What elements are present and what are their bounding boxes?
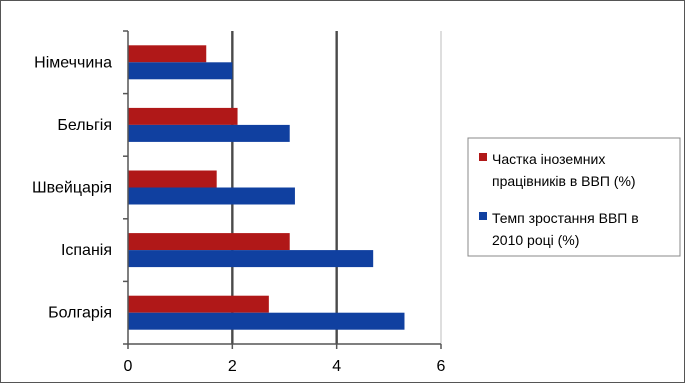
category-label-2: Швейцарія	[32, 180, 112, 197]
category-label-4: Болгарія	[48, 305, 112, 322]
bar-share-4	[128, 295, 269, 313]
bar-growth-3	[128, 250, 374, 268]
x-tick-label-0: 0	[124, 358, 133, 375]
category-label-1: Бельгія	[57, 117, 112, 134]
x-tick-label-4: 4	[332, 358, 341, 375]
bar-share-3	[128, 233, 290, 251]
legend-label-share-line1: Частка іноземних	[492, 151, 605, 167]
category-label-3: Іспанія	[61, 242, 112, 259]
category-labels: Німеччина Бельгія Швейцарія Іспанія Болгарія	[32, 54, 112, 321]
legend-swatch-share	[479, 153, 487, 161]
axes	[123, 30, 442, 349]
legend-label-growth-line2: 2010 році (%)	[492, 232, 579, 248]
bar-share-2	[128, 170, 217, 188]
bar-growth-2	[128, 187, 295, 205]
legend-label-share-line2: працівників в ВВП (%)	[492, 173, 636, 189]
bar-share-0	[128, 45, 207, 63]
legend-box	[467, 137, 681, 257]
bar-growth-4	[128, 312, 405, 330]
bar-growth-1	[128, 124, 290, 142]
bar-share-1	[128, 107, 238, 125]
legend-swatch-growth	[479, 212, 487, 220]
legend-label-growth-line1: Темп зростання ВВП в	[492, 210, 639, 226]
category-label-0: Німеччина	[34, 54, 112, 71]
legend: Частка іноземних працівників в ВВП (%) Т…	[467, 137, 681, 257]
bar-growth-0	[128, 62, 233, 80]
x-tick-labels: 0 2 4 6	[124, 358, 446, 375]
x-tick-label-6: 6	[437, 358, 446, 375]
x-tick-label-2: 2	[228, 358, 237, 375]
bars	[128, 45, 405, 330]
